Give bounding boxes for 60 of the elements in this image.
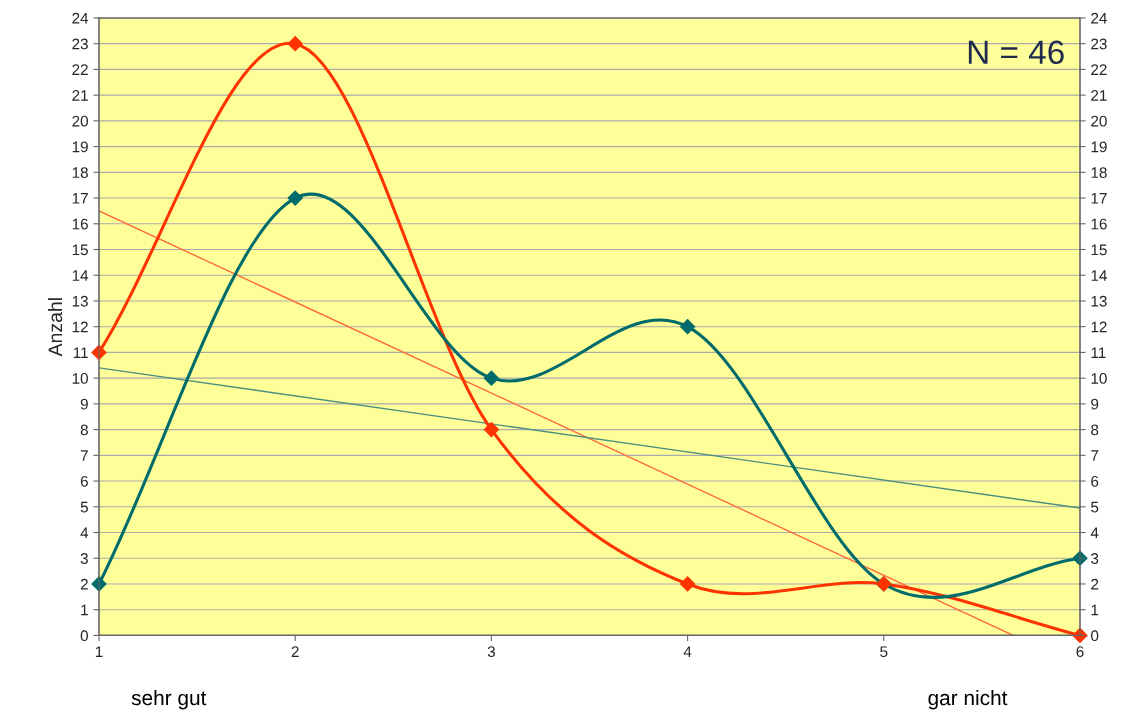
x-tick-label: 2	[291, 646, 299, 657]
y-tick-label: 12	[72, 321, 88, 333]
y-tick-label: 13	[72, 295, 88, 307]
annotation: N = 46	[968, 40, 1064, 65]
text: gar nicht	[928, 689, 1008, 710]
y-tick-label: 22	[72, 64, 88, 75]
y-tick-label: 16	[72, 218, 88, 230]
y2-tick-label: 0	[1091, 630, 1099, 642]
y2-tick-label: 19	[1091, 141, 1107, 153]
y-tick-label: 21	[72, 90, 88, 101]
y2-tick-label: 3	[1091, 553, 1099, 564]
text: sehr gut	[131, 689, 207, 710]
y-tick-label: 6	[80, 475, 88, 487]
y-tick-label: 11	[73, 347, 88, 358]
y2-tick-label: 7	[1091, 450, 1099, 461]
y-tick-label: 4	[80, 527, 89, 539]
y2-tick-label: 5	[1091, 501, 1099, 513]
y2-tick-label: 15	[1091, 244, 1107, 256]
y-tick-label: 14	[72, 270, 89, 281]
y2-tick-label: 9	[1091, 398, 1099, 410]
y2-tick-label: 21	[1091, 90, 1107, 101]
y2-tick-label: 22	[1091, 64, 1107, 75]
y-tick-label: 18	[72, 167, 88, 179]
y-axis-title: Anzahl	[47, 298, 63, 357]
y-tick-label: 2	[80, 578, 88, 590]
y2-tick-label: 8	[1091, 424, 1099, 436]
y2-tick-label: 1	[1091, 604, 1099, 616]
y-tick-label: 7	[80, 450, 88, 461]
y-tick-label: 8	[80, 424, 88, 436]
y-tick-label: 23	[72, 38, 88, 50]
y-tick-label: 9	[80, 398, 88, 410]
y-tick-label: 15	[72, 244, 88, 256]
y-tick-label: 17	[72, 193, 88, 204]
y2-tick-label: 2	[1091, 578, 1099, 590]
y-tick-label: 3	[80, 553, 88, 564]
y-tick-label: 5	[80, 501, 88, 513]
y2-tick-label: 10	[1091, 373, 1107, 384]
y2-tick-label: 12	[1091, 321, 1107, 333]
x-tick-label: 4	[683, 646, 692, 657]
y-tick-label: 10	[72, 373, 88, 384]
y2-tick-label: 14	[1091, 270, 1107, 281]
y2-tick-label: 6	[1091, 475, 1099, 487]
x-tick-label: 5	[880, 646, 888, 658]
y2-tick-label: 11	[1091, 347, 1106, 358]
y-tick-label: 1	[81, 604, 88, 616]
y2-tick-label: 18	[1091, 167, 1107, 179]
x-tick-label: 3	[487, 646, 495, 658]
y-tick-label: 24	[72, 12, 89, 24]
y2-tick-label: 16	[1091, 218, 1107, 230]
y-tick-label: 0	[80, 630, 88, 642]
x-tick-label: 6	[1076, 646, 1084, 658]
y2-tick-label: 20	[1091, 115, 1107, 127]
y2-tick-label: 17	[1091, 193, 1107, 204]
y2-tick-label: 4	[1090, 527, 1099, 539]
y-tick-label: 20	[72, 115, 88, 127]
y2-tick-label: 24	[1091, 12, 1107, 24]
y2-tick-label: 23	[1091, 38, 1107, 50]
x-tick-label: 1	[95, 646, 103, 657]
y2-tick-label: 13	[1091, 295, 1107, 307]
y-tick-label: 19	[72, 141, 88, 153]
